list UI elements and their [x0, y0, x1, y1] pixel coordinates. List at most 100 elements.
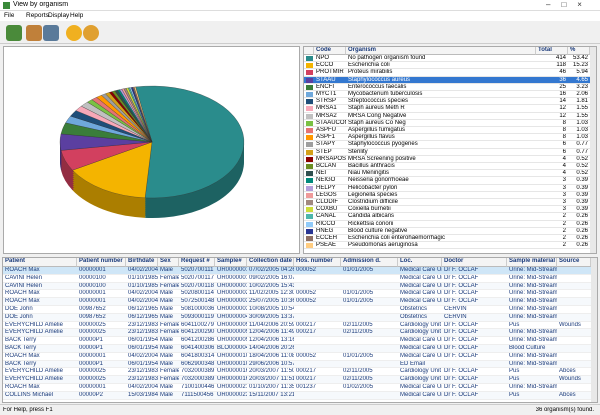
table-cell: Medical Care Unit [400, 298, 442, 305]
table-row[interactable]: DOE John 00987652 06/12/1965 Male 5081000036… [3, 306, 591, 314]
menu-item[interactable]: File [4, 12, 15, 19]
table-row[interactable]: NPO No pathogen organism found 414 53.42 [304, 55, 590, 63]
table-cell: 00000P1 [79, 360, 104, 367]
table-row[interactable]: ECCO Escherichia coli 118 15.23 [304, 62, 590, 70]
table-row[interactable]: ROACH Max 00000001 04/02/2004 Male 710010044… [3, 384, 591, 392]
table-row[interactable]: LEGOS Legionella species 3 0.39 [304, 191, 590, 199]
table-cell: DOE John [5, 306, 33, 312]
table-row[interactable]: HNEG Blood culture negative 2 0.26 [304, 227, 590, 235]
table-cell: 00000001 [79, 384, 106, 390]
table-row[interactable]: MRSA2 MRSA Cong Negative 12 1.55 [304, 112, 590, 120]
table-cell: Dr F. OCLAF [444, 290, 479, 297]
table-row[interactable]: ROACH Max 00000001 04/02/2004 Male 502070011… [3, 267, 591, 275]
tool-button[interactable] [6, 25, 22, 41]
table-row[interactable]: CAVINI Helen 00000100 01/10/1985 Female 5020… [3, 274, 591, 283]
menu-item[interactable]: Display [48, 12, 70, 19]
table-row[interactable]: ASPFU Aspergillus fumigatus 8 1.03 [304, 127, 590, 135]
table-row[interactable]: ROACH Max 00000001 04/02/2004 Male 507250014… [3, 298, 591, 306]
table-cell: 01/01/2005 [343, 290, 374, 297]
help-button[interactable] [66, 25, 82, 41]
tool-button[interactable] [26, 25, 42, 41]
table-row[interactable]: BCLAN Bacillus anthracis 4 0.52 [304, 163, 590, 171]
window-controls[interactable]: –□× [546, 0, 593, 9]
table-row[interactable]: STAAU Staphylococcus aureus 36 4.65 [304, 76, 590, 84]
table-row[interactable]: ECCEH Escherichia coli enterohaemorrhagic… [304, 235, 590, 243]
table-row[interactable]: NEIGO Neisseria gonorrhoeae 3 0.39 [304, 177, 590, 185]
table-cell: LEGOS [316, 191, 337, 198]
menu-item[interactable]: Reports [26, 12, 49, 19]
table-row[interactable]: CLODIF Clostridium difficile 3 0.39 [304, 199, 590, 207]
table-row[interactable]: ENCFI Enterococcus faecalis 25 3.23 [304, 83, 590, 91]
table-cell: 10/08/2005 10:54 [249, 306, 294, 312]
table-cell: 01/02/2005 [343, 384, 374, 390]
table-row[interactable]: PROTMIR Proteus mirabilis 46 5.94 [304, 69, 590, 77]
table-row[interactable]: ASPF1 Aspergillus flavus 8 1.03 [304, 134, 590, 142]
table-row[interactable]: EVERYCHILD Amelie 00000025 23/12/1983 Femal… [3, 376, 591, 384]
table-row[interactable]: EVERYCHILD Amelie 00000025 23/12/1983 Femal… [3, 329, 591, 338]
table-cell: UR00000017 [217, 274, 247, 281]
color-swatch [306, 149, 313, 155]
table-cell: UR00000109 [217, 360, 247, 367]
column-header: Doctor [442, 258, 507, 267]
table-row[interactable]: RICCO Rickettsia conorii 2 0.26 [304, 220, 590, 228]
table-cell: 6062900348 [181, 360, 215, 367]
table-row[interactable]: MRSA1 Staph aureus Meth R 12 1.55 [304, 105, 590, 113]
table-row[interactable]: COLLINS Michael 00000P2 15/03/1984 Male 7111… [3, 391, 591, 400]
table-cell: 000217 [296, 321, 317, 328]
table-row[interactable]: MRSAPOS MRSA Screening positive 4 0.52 [304, 155, 590, 163]
table-row[interactable]: STRSP Streptococcus species 14 1.81 [304, 98, 590, 106]
table-cell: 7032000389 [181, 376, 215, 383]
table-cell: 04/02/2004 [128, 384, 158, 390]
table-cell: 00000025 [79, 329, 106, 336]
table-cell: Male [160, 391, 174, 398]
table-row[interactable]: BACK Terry 00000P1 06/01/1954 Male 606290034… [3, 360, 591, 369]
table-row[interactable]: CANAL Candida albicans 2 0.26 [304, 213, 590, 221]
table-cell: UR00000213 [217, 384, 247, 390]
search-button[interactable] [83, 25, 99, 41]
table-cell: EVERYCHILD Amelie [5, 329, 63, 336]
table-cell: MRSA Cong Negative [348, 112, 407, 119]
table-cell: 25 [559, 83, 566, 90]
table-cell: Wounds [559, 321, 581, 328]
table-row[interactable]: HELPY Helicobacter pylori 3 0.39 [304, 184, 590, 192]
table-row[interactable]: COXBU Coxiella burnetii 3 0.39 [304, 206, 590, 214]
table-row[interactable]: CAVINI Helen 00000100 01/10/1985 Female 5020… [3, 282, 591, 291]
color-swatch [306, 192, 313, 198]
table-row[interactable]: EVERYCHILD Amelie 00000025 23/12/1983 Femal… [3, 321, 591, 330]
table-cell: Male [160, 337, 174, 344]
color-swatch [306, 178, 313, 184]
table-cell: Dr F. OCLAF [444, 267, 479, 273]
table-row[interactable]: EVERYCHILD Amelie 00000025 23/12/1983 Femal… [3, 368, 591, 377]
table-cell: Male [160, 267, 174, 273]
table-row[interactable]: DOE John 00987652 06/12/1965 Male 5093000119… [3, 313, 591, 322]
color-swatch [306, 142, 313, 148]
table-row[interactable]: PSEAE Pseudomonas aeruginosa 2 0.26 [304, 242, 590, 250]
table-row[interactable]: STAAUCONEStaph aureus Co Neg 8 1.03 [304, 119, 590, 127]
table-row[interactable]: STAPY Staphylococcus pyogenes 6 0.77 [304, 141, 590, 149]
table-cell: UR00000104 [217, 352, 247, 359]
table-row[interactable]: ROACH Max 00000001 04/02/2004 Male 502080011… [3, 290, 591, 299]
table-row[interactable]: MYCT1 Mycobacterium tuberculosis 16 2.06 [304, 91, 590, 99]
pie-slice [72, 141, 153, 198]
table-row[interactable]: ROACH Max 00000001 04/02/2004 Male 604180031… [3, 352, 591, 361]
tool-button[interactable] [43, 25, 59, 41]
table-cell: 4 [562, 155, 566, 162]
menu-item[interactable]: Help [70, 12, 84, 19]
table-row[interactable]: NEI Niau Meningitis 4 0.52 [304, 170, 590, 178]
table-cell: UR00000031 [217, 298, 247, 305]
table-cell: Dr F. OCLAF [444, 391, 479, 398]
table-cell: BLO0000048 [217, 345, 247, 351]
table-cell: 2 [562, 242, 566, 249]
table-row[interactable]: BACK Terry 00000P1 06/01/1954 Male 604140030… [3, 345, 591, 353]
table-cell: 23/12/1983 [128, 376, 158, 383]
table-cell: 00000001 [79, 352, 106, 359]
table-cell: 09/02/2005 16:07 [249, 274, 294, 281]
table-row[interactable]: STEP Sterility 6 0.77 [304, 148, 590, 156]
table-cell: EVERYCHILD Amelie [5, 321, 63, 328]
table-cell: UR00000160 [217, 368, 247, 375]
table-cell: 01/01/2005 [343, 267, 374, 273]
table-cell: 0.39 [576, 184, 588, 191]
table-cell: Cardiology Unit [400, 321, 442, 328]
table-cell: Staphylococcus pyogenes [348, 141, 418, 148]
table-row[interactable]: BACK Terry 00000P1 06/01/1954 Male 604120028… [3, 337, 591, 345]
